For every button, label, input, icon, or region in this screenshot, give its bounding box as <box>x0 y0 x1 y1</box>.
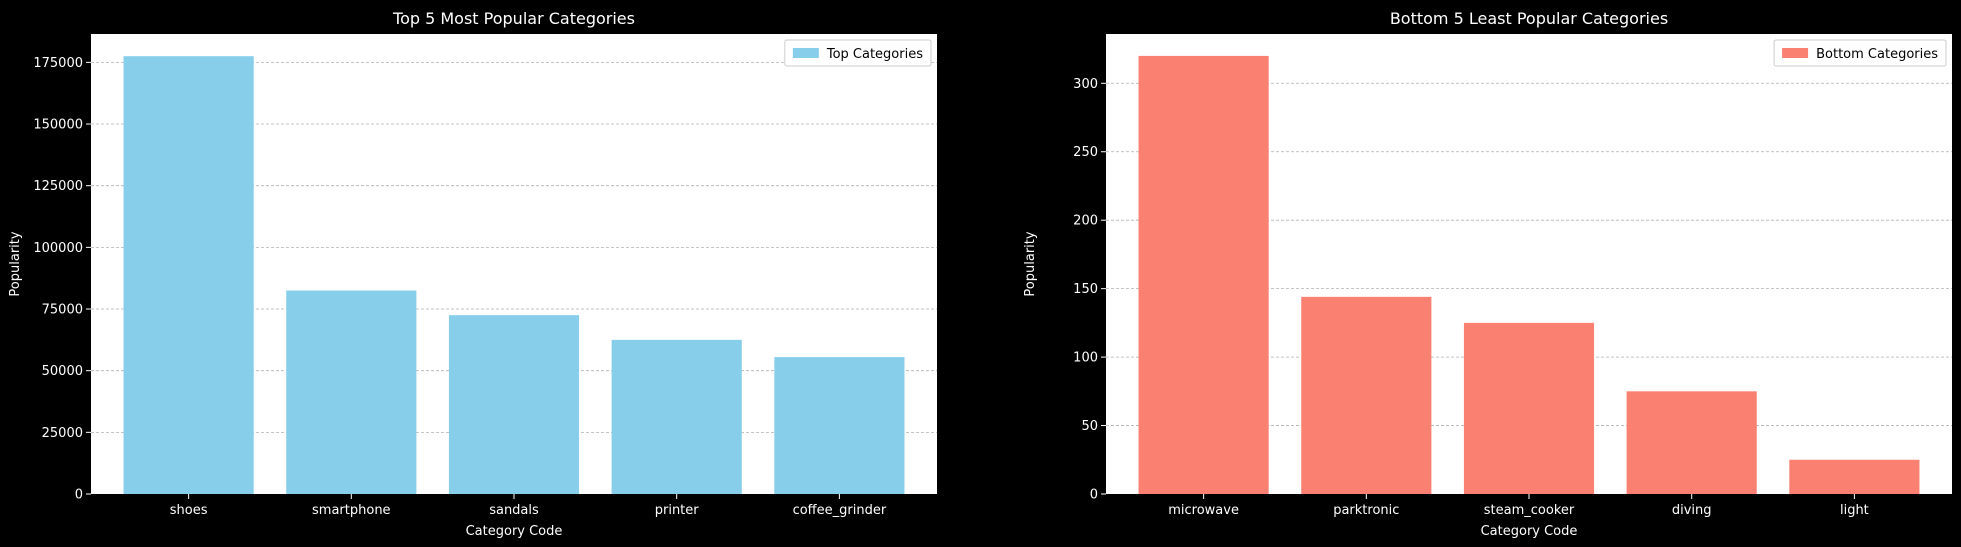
bottom-chart-title: Bottom 5 Least Popular Categories <box>1390 9 1668 28</box>
top-y-tick-label: 100000 <box>33 241 83 256</box>
bottom-x-tick-label: steam_cooker <box>1484 503 1575 518</box>
bottom-x-tick-label: parktronic <box>1333 503 1399 518</box>
top-legend: Top Categories <box>784 39 932 67</box>
bottom-bar-diving <box>1626 391 1757 494</box>
bottom-y-axis-label: Popularity <box>1023 231 1038 296</box>
top-bar-smartphone <box>286 290 417 494</box>
top-x-tick-label: coffee_grinder <box>793 503 887 518</box>
bottom-bar-steam_cooker <box>1463 322 1595 494</box>
top-legend-swatch <box>792 48 819 58</box>
bottom-legend: Bottom Categories <box>1773 39 1947 67</box>
top-y-axis-label: Popularity <box>8 231 23 296</box>
bottom-y-tick-label: 100 <box>1073 351 1098 366</box>
bottom-x-axis-label: Category Code <box>1481 524 1578 539</box>
top-x-ticks: shoes smartphone sandals printer coffee_grin… <box>170 494 887 518</box>
top-x-tick-label: printer <box>655 503 700 518</box>
bottom-legend-swatch <box>1782 48 1809 58</box>
bottom-y-tick-label: 0 <box>1090 488 1098 503</box>
top-y-tick-label: 150000 <box>33 118 83 133</box>
top-y-tick-label: 0 <box>75 488 83 503</box>
top-y-tick-label: 50000 <box>42 364 83 379</box>
bottom-x-tick-label: diving <box>1672 503 1712 518</box>
bottom-y-tick-label: 150 <box>1073 282 1098 297</box>
top-categories-chart: 0 25000 50000 75000 100000 125000 150000 175000… <box>8 9 937 539</box>
bottom-x-tick-label: light <box>1840 503 1869 518</box>
bottom-x-tick-label: microwave <box>1168 503 1239 518</box>
bottom-y-tick-label: 250 <box>1073 145 1098 160</box>
bottom-legend-box <box>1773 39 1947 67</box>
top-bar-coffee_grinder <box>774 357 905 494</box>
top-x-tick-label: sandals <box>489 503 539 518</box>
bottom-bar-parktronic <box>1301 296 1432 494</box>
top-y-tick-label: 25000 <box>42 426 83 441</box>
top-y-tick-label: 175000 <box>33 56 83 71</box>
bottom-legend-label: Bottom Categories <box>1816 47 1938 62</box>
bottom-bar-light <box>1789 459 1920 494</box>
top-chart-title: Top 5 Most Popular Categories <box>392 9 635 28</box>
bottom-bar-microwave <box>1138 55 1269 495</box>
top-legend-label: Top Categories <box>826 47 923 62</box>
top-x-axis-label: Category Code <box>466 524 563 539</box>
bottom-x-ticks: microwave parktronic steam_cooker diving lig… <box>1168 494 1869 518</box>
top-x-tick-label: shoes <box>170 503 208 518</box>
bottom-bars <box>1138 55 1920 495</box>
bottom-categories-chart: 0 50 100 150 200 250 300 microwave parktronic st… <box>1023 9 1952 539</box>
top-bar-printer <box>611 339 742 494</box>
bottom-y-tick-label: 50 <box>1081 419 1098 434</box>
top-bar-shoes <box>123 56 254 494</box>
top-y-tick-label: 75000 <box>42 303 83 318</box>
top-legend-box <box>784 39 932 67</box>
top-x-tick-label: smartphone <box>312 503 391 518</box>
top-bars <box>123 56 905 494</box>
top-y-ticks: 0 25000 50000 75000 100000 125000 150000 175000 <box>33 56 91 503</box>
top-y-tick-label: 125000 <box>33 179 83 194</box>
bottom-y-tick-label: 200 <box>1073 214 1098 229</box>
top-bar-sandals <box>448 315 580 494</box>
bottom-y-ticks: 0 50 100 150 200 250 300 <box>1073 77 1106 503</box>
bottom-y-tick-label: 300 <box>1073 77 1098 92</box>
